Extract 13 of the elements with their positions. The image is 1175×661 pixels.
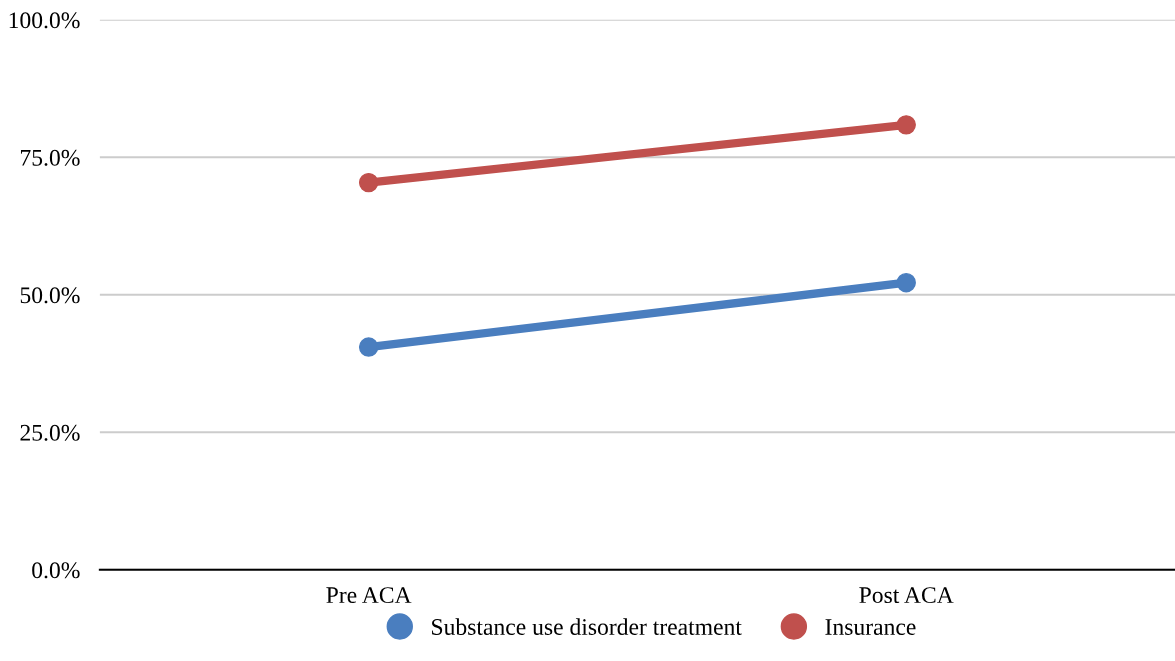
point xyxy=(358,337,379,357)
legend-label: Substance use disorder treatment xyxy=(432,618,742,635)
y-tick-label: 75.0% xyxy=(21,149,80,166)
point xyxy=(896,272,916,293)
point xyxy=(358,172,379,193)
point xyxy=(896,115,916,135)
x-tick-label: Pre ACA xyxy=(326,587,412,604)
x-tick-label: Post ACA xyxy=(859,587,954,604)
y-tick-label: 100.0% xyxy=(9,12,80,29)
y-tick-label: 50.0% xyxy=(20,287,80,304)
y-tick-label: 25.0% xyxy=(20,424,80,441)
y-tick-label: 0.0% xyxy=(32,562,80,579)
legend-label: Insurance xyxy=(825,619,916,635)
